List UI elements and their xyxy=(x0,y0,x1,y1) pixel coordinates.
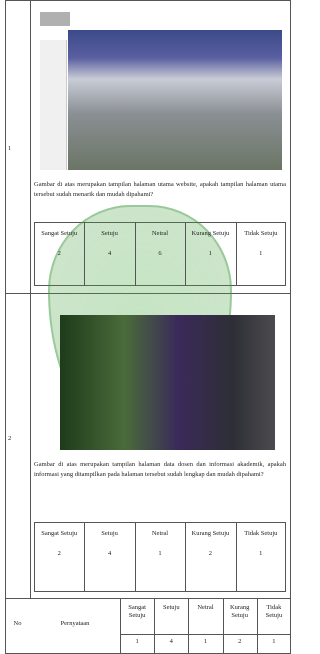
column-count: 1 xyxy=(258,638,290,646)
option-count: 1 xyxy=(238,550,284,558)
option-label: Setuju xyxy=(86,230,132,238)
column-divider xyxy=(30,0,31,598)
screenshot-image xyxy=(68,30,282,170)
column-header: Pernyataan xyxy=(30,620,120,628)
option-label: Netral xyxy=(137,530,183,538)
cell-divider xyxy=(135,222,136,286)
option-count: 4 xyxy=(86,550,132,558)
question-text: Gambar di atas merupakan tampilan halama… xyxy=(34,460,286,480)
cell-divider xyxy=(135,522,136,592)
screenshot-sidebar xyxy=(40,40,67,170)
option-label: Kurang Setuju xyxy=(187,230,233,238)
column-header: Kurang Setuju xyxy=(224,604,256,620)
cell-divider xyxy=(84,522,85,592)
column-count: 2 xyxy=(224,638,256,646)
column-header: Tidak Setuju xyxy=(258,604,290,620)
cell-divider xyxy=(154,634,188,635)
option-label: Sangat Setuju xyxy=(36,230,82,238)
row-number: 2 xyxy=(8,435,11,443)
cell-divider xyxy=(120,634,154,635)
option-count: 2 xyxy=(36,550,82,558)
column-count: 4 xyxy=(155,638,187,646)
cell-divider xyxy=(185,522,186,592)
column-header: No xyxy=(5,620,30,628)
column-header: Netral xyxy=(189,604,221,612)
option-label: Sangat Setuju xyxy=(36,530,82,538)
screenshot-image xyxy=(60,315,275,450)
option-label: Tidak Setuju xyxy=(238,230,284,238)
column-header: Setuju xyxy=(155,604,187,612)
column-count: 1 xyxy=(189,638,221,646)
row-divider xyxy=(5,598,291,599)
option-label: Kurang Setuju xyxy=(187,530,233,538)
cell-divider xyxy=(223,634,257,635)
column-count: 1 xyxy=(121,638,153,646)
option-count: 1 xyxy=(238,250,284,258)
option-count: 1 xyxy=(187,250,233,258)
option-label: Setuju xyxy=(86,530,132,538)
question-text: Gambar di atas merupakan tampilan halama… xyxy=(34,180,286,200)
document-page: 1 Gambar di atas merupakan tampilan hala… xyxy=(0,0,294,654)
cell-divider xyxy=(257,634,291,635)
option-count: 4 xyxy=(86,250,132,258)
option-count: 2 xyxy=(187,550,233,558)
option-count: 2 xyxy=(36,250,82,258)
column-header: Sangat Setuju xyxy=(121,604,153,620)
header-logo xyxy=(40,12,70,26)
cell-divider xyxy=(188,634,222,635)
row-number: 1 xyxy=(8,145,11,153)
option-count: 6 xyxy=(137,250,183,258)
cell-divider xyxy=(84,222,85,286)
option-count: 1 xyxy=(137,550,183,558)
cell-divider xyxy=(185,222,186,286)
option-label: Tidak Setuju xyxy=(238,530,284,538)
option-label: Netral xyxy=(137,230,183,238)
cell-divider xyxy=(236,522,237,592)
cell-divider xyxy=(236,222,237,286)
